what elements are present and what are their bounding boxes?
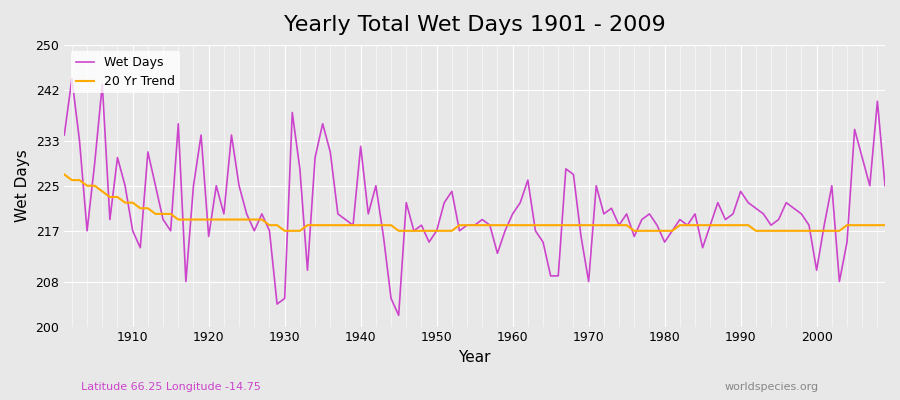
X-axis label: Year: Year (458, 350, 491, 365)
20 Yr Trend (294, 228, 305, 233)
Y-axis label: Wet Days: Wet Days (15, 149, 30, 222)
20 Yr Trend (606, 223, 616, 228)
Wet Days (127, 228, 138, 233)
20 Yr Trend (879, 223, 890, 228)
Wet Days (614, 223, 625, 228)
Text: worldspecies.org: worldspecies.org (724, 382, 819, 392)
Wet Days (294, 166, 305, 171)
Title: Yearly Total Wet Days 1901 - 2009: Yearly Total Wet Days 1901 - 2009 (284, 15, 665, 35)
20 Yr Trend (58, 172, 69, 177)
20 Yr Trend (340, 223, 351, 228)
Wet Days (515, 200, 526, 205)
20 Yr Trend (508, 223, 518, 228)
20 Yr Trend (120, 200, 130, 205)
Line: 20 Yr Trend: 20 Yr Trend (64, 174, 885, 231)
20 Yr Trend (515, 223, 526, 228)
20 Yr Trend (279, 228, 290, 233)
Legend: Wet Days, 20 Yr Trend: Wet Days, 20 Yr Trend (70, 51, 180, 93)
Text: Latitude 66.25 Longitude -14.75: Latitude 66.25 Longitude -14.75 (81, 382, 261, 392)
Line: Wet Days: Wet Days (64, 79, 885, 315)
Wet Days (522, 178, 533, 182)
Wet Days (67, 76, 77, 81)
Wet Days (58, 133, 69, 138)
Wet Days (879, 183, 890, 188)
Wet Days (340, 217, 351, 222)
Wet Days (393, 313, 404, 318)
